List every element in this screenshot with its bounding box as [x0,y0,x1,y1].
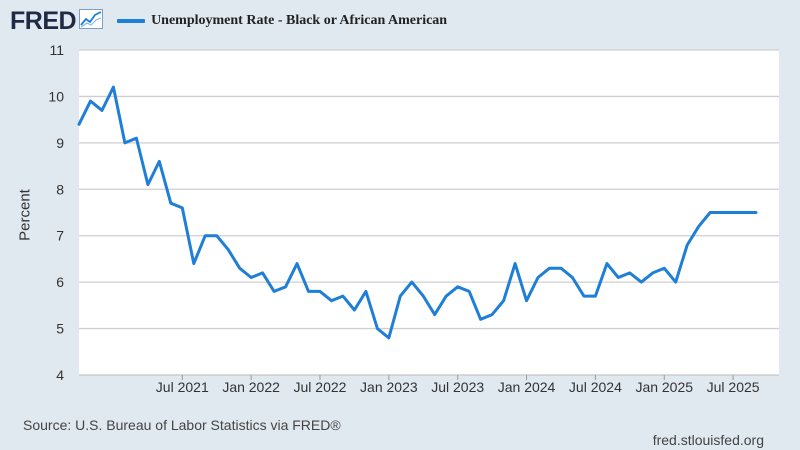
data-point-2023-02[interactable] [397,293,403,299]
legend-label: Unemployment Rate - Black or African Ame… [151,13,448,28]
data-point-2024-05[interactable] [569,275,575,281]
data-point-2024-02[interactable] [535,275,541,281]
data-point-2024-09[interactable] [615,275,621,281]
y-tick-label: 7 [56,228,64,244]
data-point-2021-08[interactable] [191,261,197,267]
data-point-2022-03[interactable] [271,288,277,294]
gridlines [79,49,779,376]
legend-swatch [117,19,146,23]
data-point-2022-04[interactable] [283,284,289,290]
data-point-2023-06[interactable] [443,293,449,299]
data-point-2024-07[interactable] [592,293,598,299]
data-point-2025-05[interactable] [707,210,713,216]
plot-area [79,50,779,375]
data-point-2023-03[interactable] [409,279,415,285]
data-point-2024-11[interactable] [638,279,644,285]
chart-header: FRED Unemployment Rate - Black or Africa… [10,4,447,38]
data-point-2024-03[interactable] [546,265,552,271]
data-point-2021-10[interactable] [214,233,220,239]
y-tick-label: 9 [56,135,64,151]
data-point-2025-07[interactable] [730,210,736,216]
chart-legend: Unemployment Rate - Black or African Ame… [117,13,447,29]
data-point-2021-02[interactable] [122,140,128,146]
data-point-2022-12[interactable] [374,326,380,332]
x-tick-label: Jan 2023 [360,379,418,395]
y-tick-label: 11 [49,42,64,58]
x-tick-label: Jan 2024 [498,379,556,395]
data-point-2021-12[interactable] [237,265,243,271]
data-point-2025-08[interactable] [742,210,748,216]
data-point-2021-03[interactable] [133,135,139,141]
x-tick-label: Jul 2022 [294,379,347,395]
y-tick-label: 10 [48,88,64,104]
data-point-2023-05[interactable] [432,312,438,318]
x-tick-label: Jul 2023 [431,379,484,395]
x-tick-labels: Jul 2021 Jan 2022 Jul 2022 Jan 2023 Jul 2023… [156,375,760,395]
data-point-2021-04[interactable] [145,182,151,188]
y-tick-label: 5 [56,321,64,337]
x-tick-label: Jul 2024 [569,379,622,395]
data-point-2025-03[interactable] [684,242,690,248]
y-tick-label: 6 [56,274,64,290]
data-point-2024-06[interactable] [581,293,587,299]
data-point-2022-10[interactable] [351,307,357,313]
data-point-2020-10[interactable] [76,121,82,127]
data-point-2023-10[interactable] [489,312,495,318]
data-point-2023-01[interactable] [386,335,392,341]
x-tick-label: Jul 2021 [156,379,209,395]
x-tick-label: Jan 2025 [635,379,693,395]
data-point-2024-08[interactable] [604,261,610,267]
data-point-2022-06[interactable] [306,288,312,294]
fred-logo: FRED [10,6,77,35]
series-line [77,85,758,340]
x-tick-label: Jul 2025 [707,379,760,395]
y-tick-label: 8 [56,181,64,197]
data-point-2024-12[interactable] [650,270,656,276]
data-point-2021-11[interactable] [225,247,231,253]
data-point-2022-08[interactable] [328,298,334,304]
data-point-2021-06[interactable] [168,200,174,206]
data-point-2025-09[interactable] [753,210,759,216]
data-point-2020-11[interactable] [87,98,93,104]
data-point-2021-05[interactable] [156,158,162,164]
data-point-2023-04[interactable] [420,293,426,299]
data-point-2024-01[interactable] [524,298,530,304]
data-point-2022-09[interactable] [340,293,346,299]
data-point-2022-02[interactable] [260,270,266,276]
data-point-2021-07[interactable] [179,205,185,211]
data-point-2020-12[interactable] [99,107,105,113]
data-point-2023-08[interactable] [466,288,472,294]
data-point-2025-02[interactable] [673,279,679,285]
data-point-2022-05[interactable] [294,261,300,267]
source-note: Source: U.S. Bureau of Labor Statistics … [23,417,341,433]
data-point-2023-09[interactable] [478,316,484,322]
site-link[interactable]: fred.stlouisfed.org [652,432,764,448]
data-point-2023-11[interactable] [501,298,507,304]
data-point-2025-06[interactable] [719,210,725,216]
data-point-2023-07[interactable] [455,284,461,290]
data-point-2022-07[interactable] [317,288,323,294]
data-point-2022-01[interactable] [248,275,254,281]
data-point-2025-01[interactable] [661,265,667,271]
y-axis-label: Percent [16,189,34,241]
y-tick-labels: 4 5 6 7 8 9 10 11 [48,42,64,383]
data-point-2022-11[interactable] [363,288,369,294]
y-tick-label: 4 [56,367,64,383]
data-point-2023-12[interactable] [512,261,518,267]
line-chart-icon [79,8,104,34]
data-point-2024-04[interactable] [558,265,564,271]
data-point-2021-09[interactable] [202,233,208,239]
data-point-2021-01[interactable] [110,84,116,90]
data-point-2025-04[interactable] [696,223,702,229]
x-tick-label: Jan 2022 [222,379,280,395]
data-point-2024-10[interactable] [627,270,633,276]
